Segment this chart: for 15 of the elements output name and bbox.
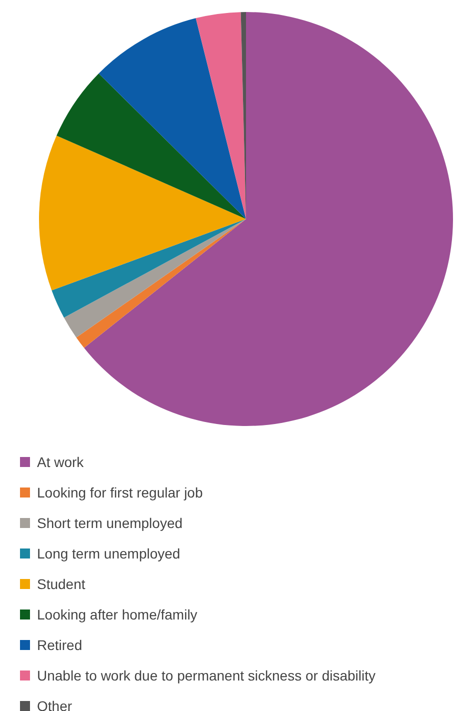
pie-slice <box>56 74 246 219</box>
legend-label: Looking after home/family <box>37 606 198 622</box>
legend-label: Unable to work due to permanent sickness or disability <box>37 667 376 684</box>
legend-label: Short term unemployed <box>37 514 183 531</box>
pie-slice <box>196 12 246 219</box>
legend-label: Other <box>37 698 72 711</box>
legend-label: Retired <box>37 636 82 653</box>
pie-slice <box>39 136 246 290</box>
legend-label: At work <box>37 454 85 470</box>
legend-label: Long term unemployed <box>37 545 180 562</box>
legend-label: Student <box>37 576 86 592</box>
legend-label: Looking for first regular job <box>37 484 203 500</box>
pie-slice <box>98 18 246 219</box>
pie-slice <box>84 12 453 426</box>
pie-slice <box>52 219 246 318</box>
